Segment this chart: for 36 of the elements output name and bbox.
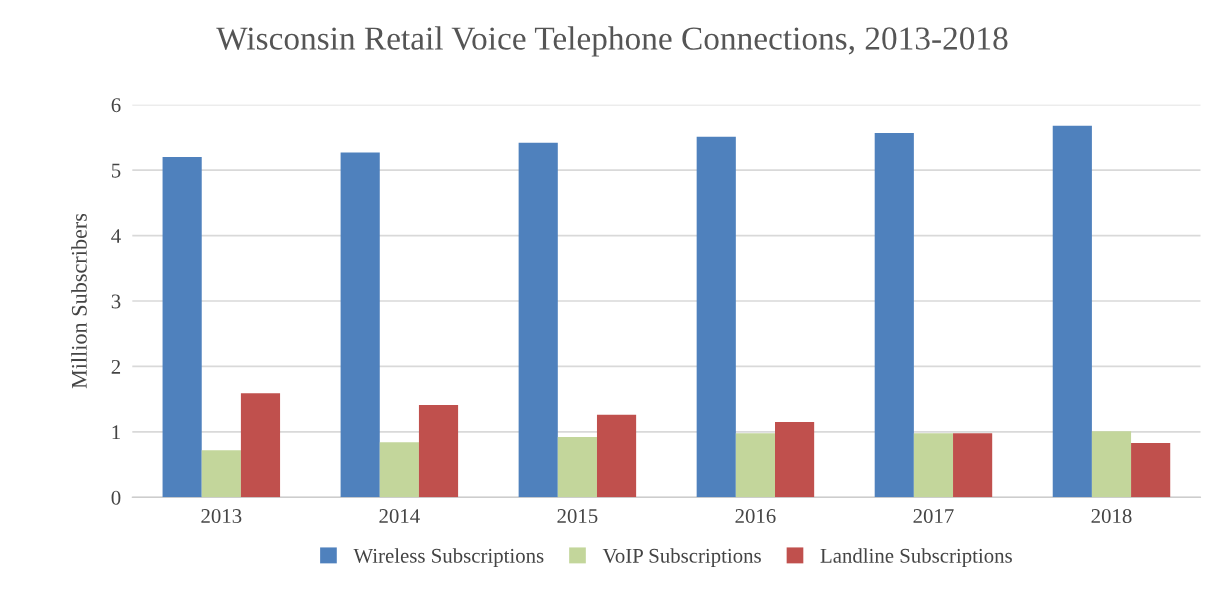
bar <box>953 433 993 498</box>
bar <box>557 437 597 498</box>
y-tick-label: 1 <box>112 425 120 440</box>
x-tick-label: 2016 <box>735 508 776 524</box>
y-tick-label: 5 <box>111 163 121 178</box>
x-tick-label: 2015 <box>557 508 598 524</box>
bar <box>913 433 954 498</box>
y-tick-label: 0 <box>111 490 121 505</box>
legend-label: VoIP Subscriptions <box>602 548 761 568</box>
legend-label: Wireless Subscriptions <box>353 548 544 568</box>
bar <box>596 414 637 498</box>
bar <box>1091 431 1132 498</box>
x-tick-label: 2013 <box>201 508 242 524</box>
y-tick-label: 4 <box>111 229 121 243</box>
bar <box>340 152 380 498</box>
bar <box>240 393 281 498</box>
bar <box>874 132 914 498</box>
x-tick-label: 2017 <box>913 508 954 524</box>
chart-title: Wisconsin Retail Voice Telephone Connections, 2013-2018 <box>216 26 1008 57</box>
bar <box>379 442 419 498</box>
bar <box>418 405 459 498</box>
y-tick-label: 3 <box>111 294 121 309</box>
y-axis-title: Million Subscribers <box>71 213 87 389</box>
bar <box>201 450 241 498</box>
bar <box>696 136 736 498</box>
bar <box>518 142 558 498</box>
bar <box>1052 125 1092 498</box>
y-tick-label: 2 <box>111 359 121 374</box>
bar <box>162 157 202 498</box>
y-tick-label: 6 <box>111 98 121 113</box>
legend-label: Landline Subscriptions <box>820 548 1012 568</box>
bar <box>735 433 775 498</box>
x-tick-label: 2018 <box>1091 508 1132 524</box>
x-tick-label: 2014 <box>379 508 420 524</box>
bar <box>775 422 815 498</box>
bar <box>1131 442 1171 498</box>
